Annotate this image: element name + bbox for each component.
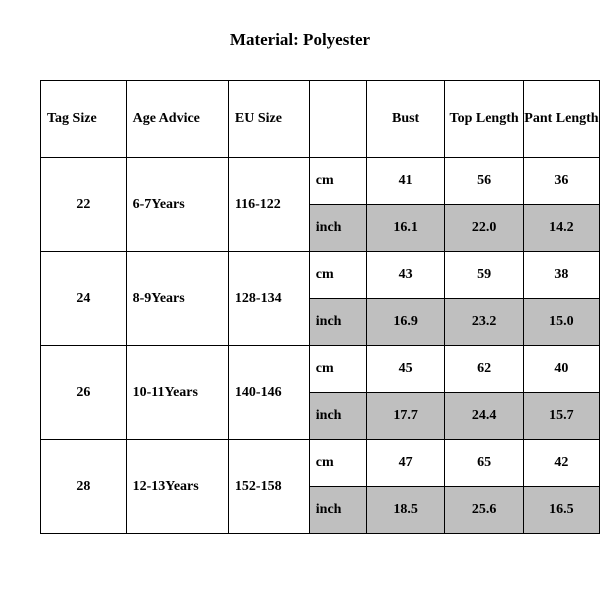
cell-pant-length: 15.0 [523, 299, 599, 346]
cell-top-length: 56 [445, 158, 523, 205]
cell-eu-size: 116-122 [228, 158, 309, 252]
cell-unit-inch: inch [309, 205, 366, 252]
page-title: Material: Polyester [0, 0, 600, 80]
cell-pant-length: 16.5 [523, 487, 599, 534]
cell-bust: 45 [366, 346, 444, 393]
cell-unit-inch: inch [309, 393, 366, 440]
cell-bust: 41 [366, 158, 444, 205]
col-unit [309, 81, 366, 158]
cell-age-advice: 10-11Years [126, 346, 228, 440]
cell-unit-cm: cm [309, 440, 366, 487]
cell-age-advice: 12-13Years [126, 440, 228, 534]
cell-eu-size: 140-146 [228, 346, 309, 440]
table-row: 28 12-13Years 152-158 cm 47 65 42 [41, 440, 600, 487]
cell-age-advice: 8-9Years [126, 252, 228, 346]
cell-unit-cm: cm [309, 158, 366, 205]
cell-bust: 16.9 [366, 299, 444, 346]
cell-unit-cm: cm [309, 346, 366, 393]
cell-top-length: 65 [445, 440, 523, 487]
cell-top-length: 62 [445, 346, 523, 393]
table-row: 24 8-9Years 128-134 cm 43 59 38 [41, 252, 600, 299]
col-pant-length: Pant Length [523, 81, 599, 158]
col-bust: Bust [366, 81, 444, 158]
cell-top-length: 24.4 [445, 393, 523, 440]
cell-pant-length: 40 [523, 346, 599, 393]
size-table: Tag Size Age Advice EU Size Bust Top Len… [40, 80, 600, 534]
cell-pant-length: 38 [523, 252, 599, 299]
cell-pant-length: 15.7 [523, 393, 599, 440]
cell-top-length: 22.0 [445, 205, 523, 252]
cell-tag-size: 26 [41, 346, 127, 440]
cell-pant-length: 36 [523, 158, 599, 205]
cell-bust: 18.5 [366, 487, 444, 534]
cell-tag-size: 28 [41, 440, 127, 534]
cell-bust: 17.7 [366, 393, 444, 440]
table-row: 22 6-7Years 116-122 cm 41 56 36 [41, 158, 600, 205]
col-age-advice: Age Advice [126, 81, 228, 158]
cell-pant-length: 42 [523, 440, 599, 487]
cell-tag-size: 24 [41, 252, 127, 346]
col-eu-size: EU Size [228, 81, 309, 158]
col-top-length: Top Length [445, 81, 523, 158]
col-tag-size: Tag Size [41, 81, 127, 158]
cell-bust: 43 [366, 252, 444, 299]
table-row: 26 10-11Years 140-146 cm 45 62 40 [41, 346, 600, 393]
table-header-row: Tag Size Age Advice EU Size Bust Top Len… [41, 81, 600, 158]
cell-bust: 16.1 [366, 205, 444, 252]
cell-top-length: 25.6 [445, 487, 523, 534]
cell-age-advice: 6-7Years [126, 158, 228, 252]
cell-eu-size: 128-134 [228, 252, 309, 346]
cell-unit-cm: cm [309, 252, 366, 299]
cell-unit-inch: inch [309, 299, 366, 346]
cell-tag-size: 22 [41, 158, 127, 252]
cell-top-length: 59 [445, 252, 523, 299]
cell-eu-size: 152-158 [228, 440, 309, 534]
cell-pant-length: 14.2 [523, 205, 599, 252]
cell-top-length: 23.2 [445, 299, 523, 346]
cell-bust: 47 [366, 440, 444, 487]
cell-unit-inch: inch [309, 487, 366, 534]
